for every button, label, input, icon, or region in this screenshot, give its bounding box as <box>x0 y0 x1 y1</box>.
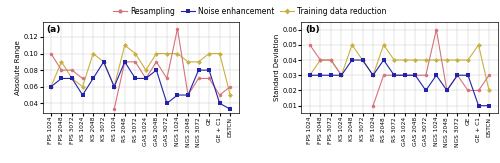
Y-axis label: Absolute Range: Absolute Range <box>14 40 20 95</box>
Text: (b): (b) <box>306 25 320 34</box>
Text: (a): (a) <box>46 25 61 34</box>
Legend: Resampling, Noise enhancement, Training data reduction: Resampling, Noise enhancement, Training … <box>110 4 390 19</box>
Y-axis label: Standard Deviation: Standard Deviation <box>274 34 280 101</box>
